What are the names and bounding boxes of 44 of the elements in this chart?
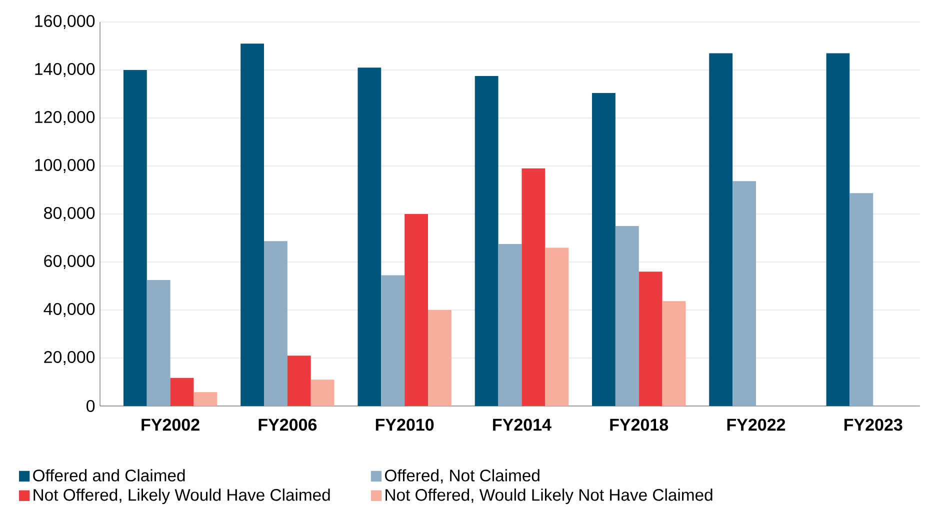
- bar: [522, 168, 546, 406]
- bar: [146, 280, 170, 406]
- y-tick-label: 60,000: [44, 254, 95, 270]
- y-tick-label: 40,000: [44, 302, 95, 318]
- x-tick-label: FY2023: [844, 418, 902, 431]
- bar: [545, 248, 569, 406]
- x-tick-label: FY2006: [258, 418, 317, 431]
- bar: [498, 244, 522, 406]
- bar: [170, 378, 194, 406]
- legend-label: Offered, Not Claimed: [385, 469, 540, 484]
- bar: [638, 272, 662, 406]
- x-tick-label: FY2022: [727, 418, 786, 431]
- legend-label: Not Offered, Likely Would Have Claimed: [34, 488, 330, 504]
- bar: [662, 301, 686, 406]
- bar: [381, 275, 405, 406]
- bar: [474, 76, 498, 406]
- bar: [592, 93, 616, 406]
- x-tick-label: FY2014: [493, 418, 552, 431]
- bar: [732, 181, 756, 406]
- legend-label: Offered and Claimed: [33, 469, 185, 482]
- bar: [850, 193, 874, 406]
- y-tick-label: 0: [86, 400, 95, 412]
- x-tick-label: FY2018: [610, 418, 668, 431]
- bar: [826, 53, 850, 406]
- y-tick-label: 120,000: [35, 110, 95, 126]
- bar: [240, 44, 264, 406]
- bar: [709, 53, 733, 406]
- bar: [310, 380, 334, 406]
- bar: [287, 356, 311, 406]
- bar: [264, 241, 288, 406]
- bar: [428, 310, 452, 406]
- bar: [615, 226, 639, 406]
- y-tick-label: 20,000: [44, 350, 95, 366]
- legend-label: Not Offered, Would Likely Not Have Claimed: [386, 488, 712, 504]
- bar: [358, 68, 382, 406]
- x-tick-label: FY2002: [142, 418, 200, 431]
- x-tick-label: FY2010: [376, 418, 434, 431]
- bar: [194, 392, 218, 406]
- y-tick-label: 160,000: [35, 14, 95, 30]
- bar: [404, 214, 428, 406]
- bar: [123, 70, 147, 406]
- y-tick-label: 80,000: [44, 206, 95, 222]
- y-tick-label: 140,000: [35, 62, 95, 78]
- y-tick-label: 100,000: [35, 158, 95, 174]
